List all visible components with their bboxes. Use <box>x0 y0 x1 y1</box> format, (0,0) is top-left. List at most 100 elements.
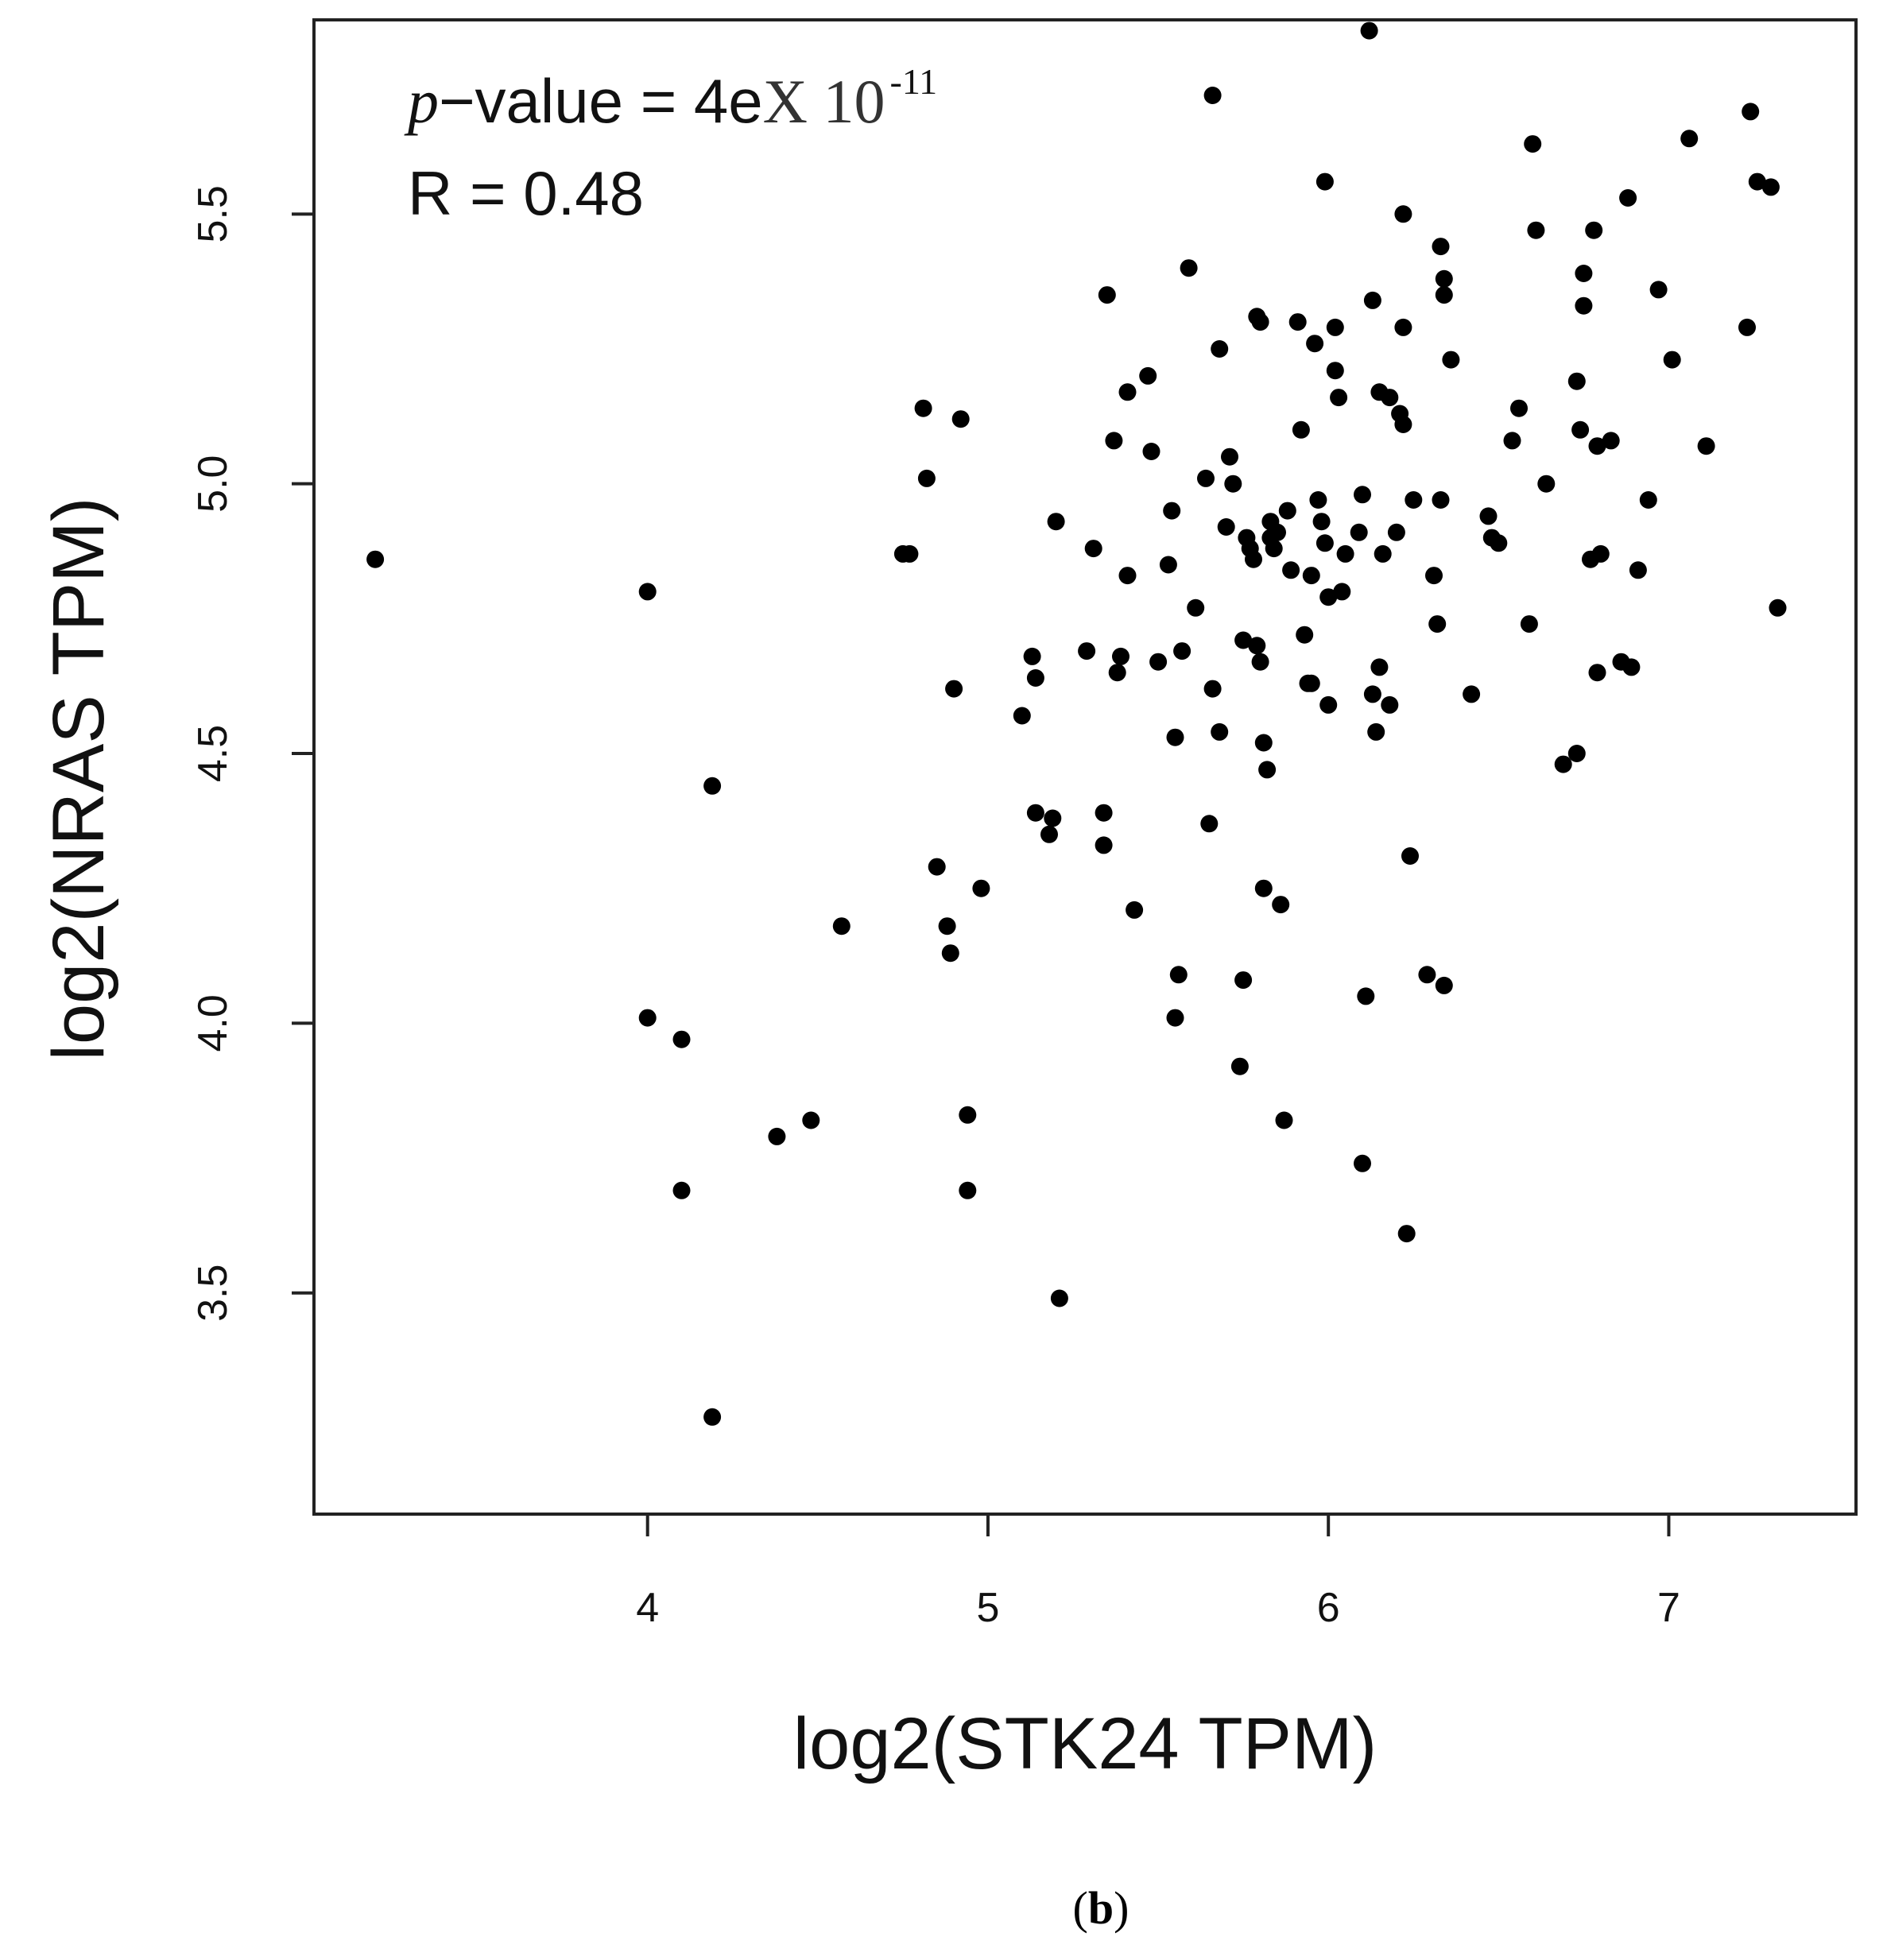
data-point-48 <box>1169 966 1188 984</box>
x-axis-label: log2(STK24 TPM) <box>793 1703 1377 1784</box>
x-tick-label-2: 6 <box>1317 1585 1340 1631</box>
data-point-142 <box>1567 372 1586 390</box>
data-point-127 <box>1435 286 1453 304</box>
data-point-29 <box>1050 1289 1068 1307</box>
data-point-13 <box>917 469 936 487</box>
data-point-136 <box>1520 615 1538 633</box>
data-point-73 <box>1258 761 1277 779</box>
data-point-2 <box>638 1009 657 1027</box>
data-point-118 <box>1397 1225 1416 1243</box>
data-point-88 <box>1306 335 1324 353</box>
y-axis-label: log2(NRAS TPM) <box>38 498 119 1061</box>
data-point-27 <box>1044 809 1062 827</box>
panel-label-open: ( <box>1073 1882 1088 1934</box>
data-point-124 <box>1432 238 1450 256</box>
data-point-154 <box>1622 658 1641 676</box>
data-point-82 <box>1288 313 1307 331</box>
data-point-143 <box>1571 420 1590 439</box>
data-point-1 <box>638 583 657 601</box>
data-point-129 <box>1442 351 1460 369</box>
data-point-103 <box>1357 987 1375 1005</box>
data-point-5 <box>703 777 722 795</box>
data-point-108 <box>1370 658 1389 676</box>
data-point-30 <box>1078 642 1096 660</box>
data-point-91 <box>1315 172 1334 191</box>
data-point-70 <box>1251 653 1269 671</box>
data-point-86 <box>1302 674 1320 692</box>
data-point-139 <box>1537 475 1556 493</box>
data-point-69 <box>1251 313 1269 331</box>
data-point-57 <box>1211 340 1229 358</box>
data-point-40 <box>1126 901 1144 919</box>
p-value-times: X 10 <box>763 67 885 136</box>
data-point-104 <box>1360 21 1378 40</box>
data-point-22 <box>1013 707 1031 725</box>
data-point-6 <box>703 1408 722 1426</box>
data-point-76 <box>1265 540 1283 558</box>
data-point-37 <box>1112 647 1129 665</box>
data-point-123 <box>1428 615 1447 633</box>
data-point-128 <box>1435 976 1453 994</box>
data-point-78 <box>1272 896 1290 914</box>
data-point-99 <box>1336 544 1354 563</box>
data-point-147 <box>1585 221 1603 239</box>
data-point-3 <box>672 1030 691 1048</box>
data-point-0 <box>366 550 385 568</box>
panel-label-letter: b <box>1088 1882 1114 1934</box>
data-point-58 <box>1217 518 1235 536</box>
data-point-144 <box>1575 296 1593 315</box>
data-point-4 <box>672 1181 691 1199</box>
data-point-9 <box>832 917 851 935</box>
y-tick-label-4: 5.5 <box>190 185 236 242</box>
data-point-72 <box>1254 734 1273 752</box>
data-point-41 <box>1139 366 1157 385</box>
data-point-106 <box>1363 291 1381 309</box>
data-point-94 <box>1319 588 1338 606</box>
data-point-63 <box>1234 631 1253 649</box>
data-point-45 <box>1163 502 1181 520</box>
data-point-131 <box>1479 507 1498 525</box>
p-value-annotation: p−value = 4eX 10 -11 <box>404 61 937 136</box>
data-point-28 <box>1047 513 1065 531</box>
y-tick-label-1: 4.0 <box>190 994 236 1052</box>
data-point-133 <box>1490 534 1508 552</box>
data-point-150 <box>1591 544 1610 563</box>
data-point-92 <box>1315 534 1334 552</box>
data-point-56 <box>1211 722 1229 741</box>
data-point-50 <box>1180 259 1198 277</box>
data-point-126 <box>1435 269 1453 288</box>
data-point-71 <box>1254 879 1273 897</box>
data-point-137 <box>1524 135 1542 153</box>
p-value-text: −value = 4e <box>439 66 763 136</box>
data-point-130 <box>1463 685 1481 703</box>
data-point-121 <box>1418 966 1436 984</box>
data-point-33 <box>1095 836 1113 854</box>
r-annotation: R = 0.48 <box>408 158 644 228</box>
data-point-100 <box>1350 523 1368 541</box>
data-point-161 <box>1738 318 1756 336</box>
data-point-158 <box>1663 351 1681 369</box>
data-point-7 <box>768 1127 786 1145</box>
data-point-120 <box>1405 491 1423 509</box>
data-point-25 <box>1026 804 1044 822</box>
data-point-21 <box>972 879 990 897</box>
data-point-62 <box>1234 971 1253 990</box>
data-point-18 <box>951 410 970 428</box>
data-point-35 <box>1105 432 1123 450</box>
x-axis: 4 5 6 7 <box>636 1514 1680 1631</box>
data-point-101 <box>1354 486 1371 504</box>
data-point-125 <box>1432 491 1450 509</box>
data-point-110 <box>1374 544 1392 563</box>
data-point-39 <box>1118 383 1137 401</box>
data-point-83 <box>1292 420 1310 439</box>
data-point-149 <box>1588 664 1606 682</box>
data-point-155 <box>1629 561 1647 579</box>
data-point-115 <box>1394 416 1412 433</box>
data-point-42 <box>1142 443 1160 460</box>
data-point-11 <box>901 544 919 563</box>
panel-label-close: ) <box>1114 1882 1129 1934</box>
data-point-89 <box>1309 491 1327 509</box>
data-point-34 <box>1098 286 1116 304</box>
data-point-61 <box>1230 1057 1249 1075</box>
y-tick-label-3: 5.0 <box>190 455 236 513</box>
